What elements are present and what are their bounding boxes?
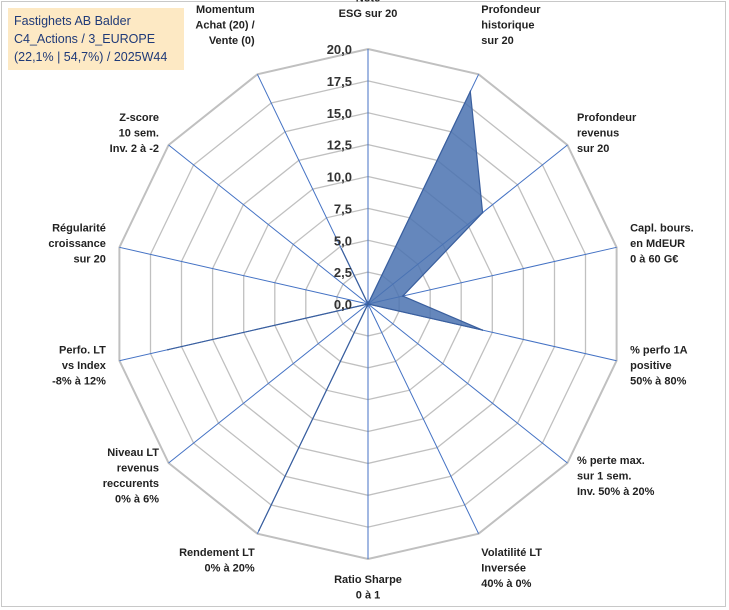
spoke-6	[367, 303, 480, 534]
axis-label-12-line-2: Inv. 2 à -2	[110, 143, 159, 155]
title-category: C4_Actions / 3_EUROPE	[14, 32, 156, 46]
axis-label-11-line-0: Régularité	[52, 222, 106, 234]
axis-label-7-line-1: 0 à 1	[356, 590, 380, 602]
tick-label-2: 5,0	[334, 233, 352, 248]
axis-label-3-line-0: Capl. bours.	[630, 222, 694, 234]
axis-label-11-line-1: croissance	[48, 238, 105, 250]
axis-label-12-line-1: 10 sem.	[119, 128, 159, 140]
axis-label-2: Profondeur revenus sur 20	[577, 112, 637, 155]
axis-label-13-line-0: Momentum	[196, 4, 255, 16]
axis-label-7-line-0: Ratio Sharpe	[334, 574, 402, 586]
axis-label-12-line-0: Z-score	[119, 112, 159, 124]
axis-label-6-line-0: Volatilité LT	[481, 547, 542, 559]
axis-label-4-line-1: positive	[630, 360, 672, 372]
spoke-3	[367, 246, 617, 305]
spoke-9	[168, 303, 369, 464]
tick-label-4: 10,0	[327, 170, 352, 185]
axis-label-2-line-1: revenus	[577, 128, 619, 140]
data-point-1	[469, 90, 472, 93]
axis-label-0-line-1: ESG sur 20	[339, 8, 398, 20]
axis-label-3-line-1: en MdEUR	[630, 238, 685, 250]
axis-label-9-line-2: reccurents	[103, 478, 159, 490]
axis-label-3: Capl. bours. en MdEUR 0 à 60 G€	[630, 222, 694, 265]
spoke-11	[119, 246, 369, 305]
axis-label-12: Z-score 10 sem. Inv. 2 à -2	[110, 112, 159, 155]
radial-tick-labels: 0,0 2,5 5,0 7,5 10,0 12,5 15,0 17,5 20,0	[327, 42, 352, 312]
axis-label-9-line-1: revenus	[117, 463, 159, 475]
axis-label-10-line-2: -8% à 12%	[52, 376, 106, 388]
title-company: Fastighets AB Balder	[14, 14, 131, 28]
title-stats: (22,1% | 54,7%) / 2025W44	[14, 50, 168, 64]
axis-label-13-line-1: Achat (20) /	[195, 20, 254, 32]
axis-label-0: Note ESG sur 20	[339, 0, 398, 20]
axis-label-7: Ratio Sharpe 0 à 1	[334, 574, 402, 602]
axis-label-10-line-0: Perfo. LT	[59, 345, 106, 357]
data-point-2	[481, 211, 484, 214]
axis-label-1: Profondeur historique sur 20	[481, 4, 541, 47]
axis-label-3-line-2: 0 à 60 G€	[630, 253, 678, 265]
axis-label-4-line-2: 50% à 80%	[630, 376, 686, 388]
tick-label-5: 12,5	[327, 138, 352, 153]
axis-label-2-line-2: sur 20	[577, 143, 609, 155]
axis-labels: Note ESG sur 20 Profondeur historique sur 20…	[48, 0, 693, 602]
axis-label-4-line-0: % perfo 1A	[630, 345, 688, 357]
axis-label-11-line-2: sur 20	[73, 253, 105, 265]
axis-label-6-line-2: 40% à 0%	[481, 578, 531, 590]
data-point-8	[258, 529, 260, 532]
axis-label-1-line-0: Profondeur	[481, 4, 541, 16]
data-point-13	[340, 248, 343, 250]
data-point-4	[481, 329, 484, 331]
data-point-3	[402, 295, 404, 297]
tick-label-7: 17,5	[327, 74, 352, 89]
axis-label-8-line-0: Rendement LT	[179, 547, 255, 559]
axis-label-1-line-1: historique	[481, 20, 534, 32]
axis-label-2-line-0: Profondeur	[577, 112, 637, 124]
axis-label-9-line-3: 0% à 6%	[115, 494, 159, 506]
series-area	[167, 89, 484, 531]
axis-label-5-line-1: sur 1 sem.	[577, 471, 631, 483]
data-point-10	[167, 348, 169, 351]
axis-label-5-line-0: % perte max.	[577, 455, 645, 467]
spoke-12	[168, 144, 369, 305]
data-point-12	[367, 303, 369, 305]
axis-label-1-line-2: sur 20	[481, 35, 513, 47]
axis-label-11: Régularité croissance sur 20	[48, 222, 105, 265]
axis-label-13: Momentum Achat (20) / Vente (0)	[195, 4, 255, 47]
axis-label-8-line-1: 0% à 20%	[205, 562, 255, 574]
tick-label-8: 20,0	[327, 42, 352, 57]
tick-label-1: 2,5	[334, 265, 352, 280]
axis-label-13-line-2: Vente (0)	[209, 35, 255, 47]
axis-label-6: Volatilité LT Inversée 40% à 0%	[481, 547, 542, 590]
radar-series	[167, 89, 484, 532]
axis-label-10-line-1: vs Index	[62, 360, 107, 372]
tick-label-3: 7,5	[334, 201, 352, 216]
axis-label-9-line-0: Niveau LT	[107, 447, 159, 459]
chart-title-box: Fastighets AB Balder C4_Actions / 3_EURO…	[8, 8, 184, 70]
tick-label-6: 15,0	[327, 106, 352, 121]
tick-label-0: 0,0	[334, 297, 352, 312]
axis-label-6-line-1: Inversée	[481, 562, 526, 574]
axis-label-5: % perte max. sur 1 sem. Inv. 50% à 20%	[577, 455, 655, 498]
axis-label-4: % perfo 1A positive 50% à 80%	[630, 345, 688, 388]
axis-label-5-line-2: Inv. 50% à 20%	[577, 486, 655, 498]
spoke-5	[367, 303, 568, 464]
axis-label-9: Niveau LT revenus reccurents 0% à 6%	[103, 447, 160, 506]
axis-label-0-line-0: Note	[356, 0, 380, 5]
axis-label-8: Rendement LT 0% à 20%	[179, 547, 255, 575]
axis-label-10: Perfo. LT vs Index -8% à 12%	[52, 345, 107, 388]
